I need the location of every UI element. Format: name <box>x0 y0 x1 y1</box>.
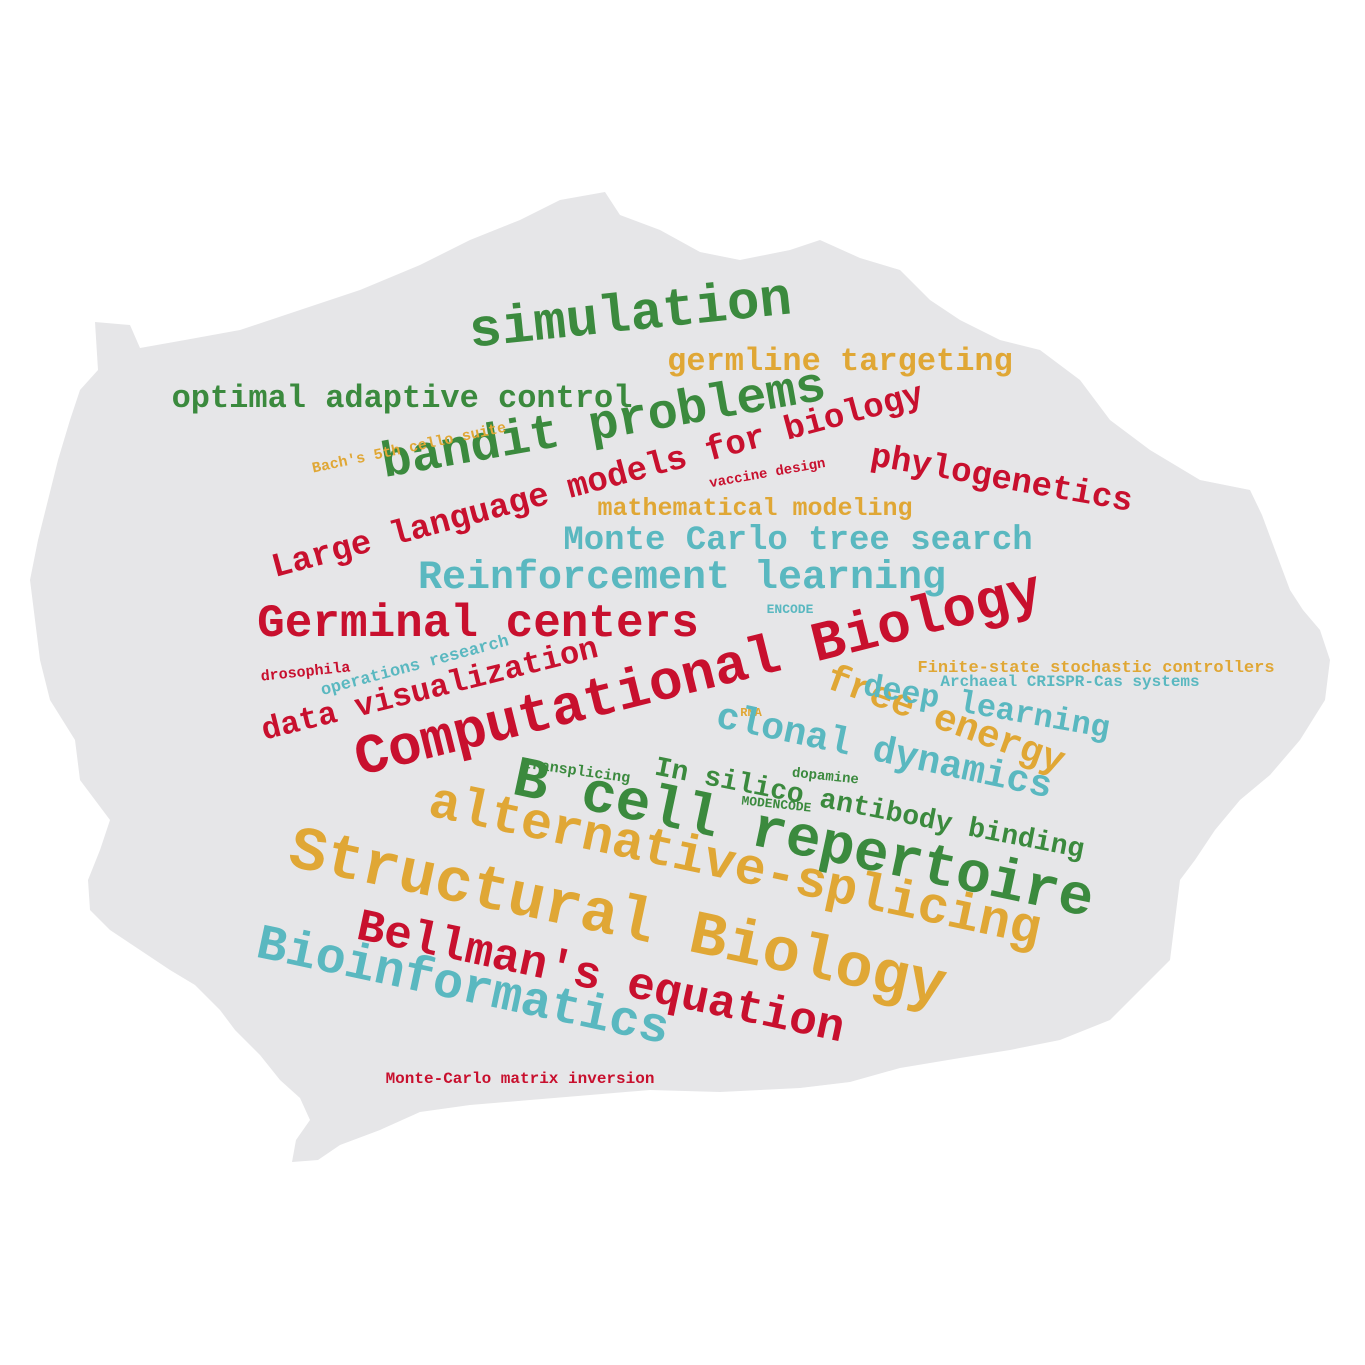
word-mathematical-modeling: mathematical modeling <box>597 494 912 523</box>
word-germline-targeting: germline targeting <box>667 343 1013 380</box>
word-dopamine: dopamine <box>791 766 860 789</box>
word-archaeal-crispr: Archaeal CRISPR-Cas systems <box>940 673 1199 691</box>
word-optimal-adaptive-control: optimal adaptive control <box>172 380 633 417</box>
word-finite-state-controllers: Finite-state stochastic controllers <box>917 659 1274 678</box>
word-reinforcement-learning: Reinforcement learning <box>418 556 946 601</box>
word-monte-carlo-matrix-inversion: Monte-Carlo matrix inversion <box>386 1070 655 1088</box>
word-germinal-centers: Germinal centers <box>257 598 699 650</box>
island-shape <box>30 192 1330 1162</box>
word-rna: RNA <box>740 706 762 720</box>
word-modencode: MODENCODE <box>741 793 813 815</box>
word-encode: ENCODE <box>767 602 814 617</box>
word-monte-carlo-tree-search: Monte Carlo tree search <box>563 522 1032 560</box>
